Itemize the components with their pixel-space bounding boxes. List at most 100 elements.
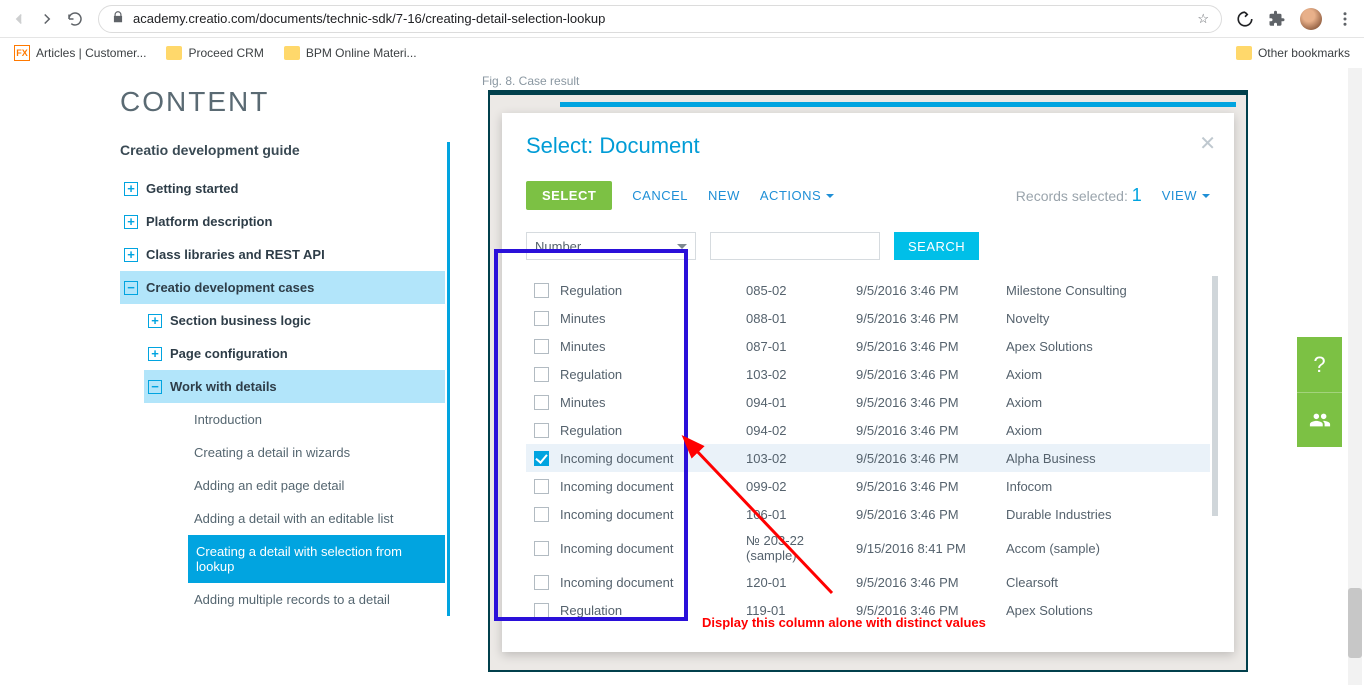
expand-icon: + [124,248,138,262]
cell-number: 085-02 [746,283,856,298]
fx-icon: FX [14,45,30,61]
bookmark-item[interactable]: BPM Online Materi... [284,46,417,60]
row-checkbox[interactable] [534,395,549,410]
select-button[interactable]: SELECT [526,181,612,210]
cell-number: 120-01 [746,575,856,590]
table-row[interactable]: Minutes088-019/5/2016 3:46 PMNovelty [526,304,1210,332]
cell-type: Regulation [556,423,746,438]
cell-account: Apex Solutions [1006,603,1210,618]
cell-date: 9/5/2016 3:46 PM [856,311,1006,326]
cell-type: Minutes [556,339,746,354]
lock-icon [111,10,125,27]
sidebar-item-open[interactable]: − Creatio development cases [120,271,445,304]
sidebar-leaf[interactable]: Adding an edit page detail [188,469,445,502]
sidebar-subitem[interactable]: + Page configuration [144,337,445,370]
expand-icon: + [148,347,162,361]
table-row[interactable]: Minutes087-019/5/2016 3:46 PMApex Soluti… [526,332,1210,360]
cell-number: № 203-22 (sample) [746,533,856,563]
table-row[interactable]: Minutes094-019/5/2016 3:46 PMAxiom [526,388,1210,416]
table-row[interactable]: Incoming document№ 203-22 (sample)9/15/2… [526,528,1210,568]
sidebar-item[interactable]: + Platform description [120,205,445,238]
row-checkbox[interactable] [534,311,549,326]
content-title: CONTENT [120,86,450,118]
extensions-icon[interactable] [1268,10,1286,28]
sidebar-item[interactable]: + Getting started [120,172,445,205]
forward-icon[interactable] [38,10,56,28]
folder-icon [166,46,182,60]
profile-avatar[interactable] [1300,8,1322,30]
cell-type: Incoming document [556,451,746,466]
expand-icon: + [124,182,138,196]
cell-date: 9/5/2016 3:46 PM [856,479,1006,494]
expand-icon: + [124,215,138,229]
cell-date: 9/5/2016 3:46 PM [856,451,1006,466]
menu-icon[interactable] [1336,10,1354,28]
community-button[interactable] [1297,392,1342,447]
cell-type: Minutes [556,311,746,326]
filter-field-select[interactable]: Number [526,232,696,260]
cell-account: Axiom [1006,423,1210,438]
close-icon[interactable]: ✕ [1199,131,1216,156]
row-checkbox[interactable] [534,423,549,438]
reload-icon[interactable] [66,10,84,28]
cell-number: 106-01 [746,507,856,522]
expand-icon: + [148,314,162,328]
row-checkbox[interactable] [534,541,549,556]
address-bar[interactable]: academy.creatio.com/documents/technic-sd… [98,5,1222,33]
view-dropdown[interactable]: VIEW [1162,188,1210,203]
back-icon[interactable] [10,10,28,28]
row-checkbox[interactable] [534,283,549,298]
cell-number: 094-02 [746,423,856,438]
row-checkbox[interactable] [534,507,549,522]
cell-number: 099-02 [746,479,856,494]
sidebar-leaf[interactable]: Introduction [188,403,445,436]
cell-number: 087-01 [746,339,856,354]
new-link[interactable]: NEW [708,188,740,203]
floating-help-buttons: ? [1297,337,1342,447]
results-grid: Regulation085-029/5/2016 3:46 PMMileston… [526,276,1210,624]
sidebar-subitem-open[interactable]: − Work with details [144,370,445,403]
cell-date: 9/5/2016 3:46 PM [856,575,1006,590]
search-button[interactable]: SEARCH [894,232,979,260]
table-row[interactable]: Incoming document099-029/5/2016 3:46 PMI… [526,472,1210,500]
sidebar-leaf[interactable]: Creating a detail with selection from lo… [188,535,445,583]
cell-account: Infocom [1006,479,1210,494]
row-checkbox[interactable] [534,339,549,354]
row-checkbox[interactable] [534,575,549,590]
cell-date: 9/5/2016 3:46 PM [856,339,1006,354]
table-row[interactable]: Regulation094-029/5/2016 3:46 PMAxiom [526,416,1210,444]
table-row[interactable]: Incoming document106-019/5/2016 3:46 PMD… [526,500,1210,528]
row-checkbox[interactable] [534,603,549,618]
bookmark-item[interactable]: Proceed CRM [166,46,263,60]
grid-scrollbar[interactable] [1212,276,1218,516]
cell-number: 103-02 [746,367,856,382]
sidebar-heading: Creatio development guide [120,142,445,158]
table-row[interactable]: Regulation085-029/5/2016 3:46 PMMileston… [526,276,1210,304]
url-text: academy.creatio.com/documents/technic-sd… [133,11,1189,26]
sync-icon[interactable] [1236,10,1254,28]
row-checkbox[interactable] [534,479,549,494]
sidebar-leaf[interactable]: Adding a detail with an editable list [188,502,445,535]
table-row[interactable]: Incoming document120-019/5/2016 3:46 PMC… [526,568,1210,596]
star-icon[interactable]: ☆ [1197,11,1209,27]
search-input[interactable] [710,232,880,260]
sidebar-leaf[interactable]: Adding multiple records to a detail [188,583,445,616]
cell-date: 9/5/2016 3:46 PM [856,283,1006,298]
cancel-link[interactable]: CANCEL [632,188,688,203]
page-scrollbar-thumb[interactable] [1348,588,1362,658]
cell-type: Incoming document [556,507,746,522]
sidebar-subitem[interactable]: + Section business logic [144,304,445,337]
row-checkbox[interactable] [534,451,549,466]
help-button[interactable]: ? [1297,337,1342,392]
table-row[interactable]: Regulation103-029/5/2016 3:46 PMAxiom [526,360,1210,388]
row-checkbox[interactable] [534,367,549,382]
sidebar-leaf[interactable]: Creating a detail in wizards [188,436,445,469]
bookmark-item[interactable]: FX Articles | Customer... [14,45,146,61]
cell-number: 094-01 [746,395,856,410]
sidebar-item[interactable]: + Class libraries and REST API [120,238,445,271]
table-row[interactable]: Incoming document103-029/5/2016 3:46 PMA… [526,444,1210,472]
actions-dropdown[interactable]: ACTIONS [760,188,834,203]
cell-account: Durable Industries [1006,507,1210,522]
content-sidebar: CONTENT Creatio development guide + Gett… [120,86,450,616]
other-bookmarks[interactable]: Other bookmarks [1236,46,1350,60]
